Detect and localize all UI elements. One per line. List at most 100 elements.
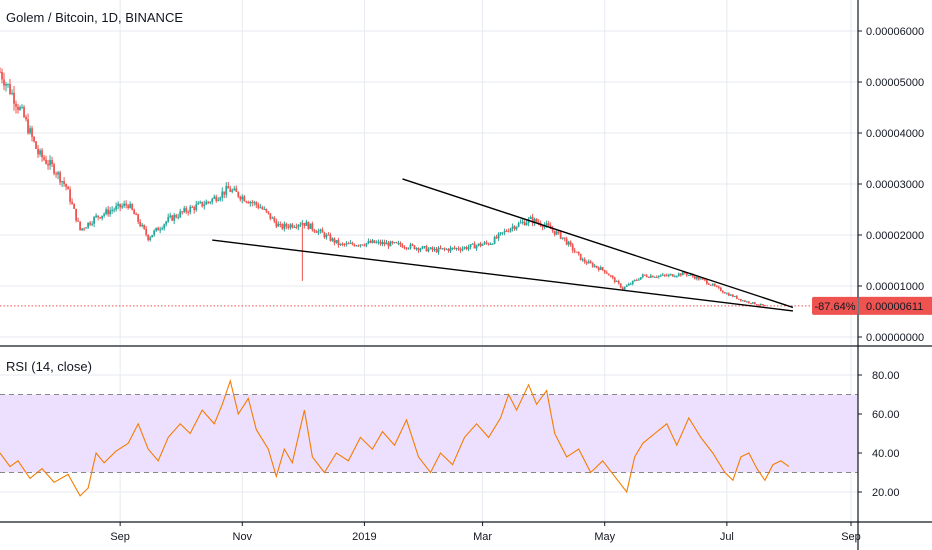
candle-body xyxy=(177,217,180,219)
candle-body xyxy=(481,244,484,246)
candle-body xyxy=(167,216,170,222)
candle-body xyxy=(507,231,510,233)
candle-body xyxy=(205,201,208,205)
candle-body xyxy=(383,242,386,245)
time-tick-label: Nov xyxy=(233,531,253,543)
candle-body xyxy=(339,243,342,245)
candle-body xyxy=(19,107,21,110)
candle-body xyxy=(393,242,396,244)
candle-body xyxy=(161,228,164,230)
candle-body xyxy=(165,221,168,225)
candle-body xyxy=(45,159,47,164)
candle-body xyxy=(41,150,43,158)
candle-body xyxy=(93,217,96,224)
candle-body xyxy=(345,243,348,245)
chart-title: Golem / Bitcoin, 1D, BINANCE xyxy=(6,10,183,25)
candle-body xyxy=(603,269,606,273)
candle-body xyxy=(233,188,236,191)
candle-body xyxy=(419,248,422,251)
candle-body xyxy=(417,247,420,251)
candle-body xyxy=(115,206,118,210)
candle-body xyxy=(477,243,480,246)
candle-body xyxy=(297,224,300,228)
candle-body xyxy=(503,230,506,233)
candle-body xyxy=(667,274,670,276)
candle-body xyxy=(365,243,368,246)
candle-body xyxy=(425,246,428,252)
candle-body xyxy=(183,208,186,212)
candle-body xyxy=(179,211,182,218)
candle-body xyxy=(529,217,532,219)
candle-body xyxy=(635,280,638,282)
candle-body xyxy=(485,242,488,244)
candle-body xyxy=(195,204,198,210)
candle-body xyxy=(657,275,660,277)
candle-body xyxy=(257,204,260,208)
trendline-lower xyxy=(212,239,794,312)
candle-body xyxy=(201,201,204,207)
candle-body xyxy=(87,222,90,228)
candle-body xyxy=(373,240,376,243)
candle-body xyxy=(403,247,406,249)
candle-body xyxy=(245,201,248,203)
candle-body xyxy=(687,274,690,276)
candle-body xyxy=(579,253,582,261)
time-tick-label: Mar xyxy=(473,531,492,543)
candle-body xyxy=(535,218,538,223)
candle-body xyxy=(313,229,316,232)
candle-body xyxy=(537,222,540,224)
candle-body xyxy=(509,228,512,232)
candle-body xyxy=(105,209,108,214)
candle-body xyxy=(327,234,330,236)
candle-body xyxy=(137,214,140,222)
candle-body xyxy=(547,223,550,226)
candle-body xyxy=(267,211,270,214)
candle-body xyxy=(473,243,476,249)
candle-body xyxy=(289,224,292,228)
candle-body xyxy=(351,242,354,245)
candle-body xyxy=(499,232,502,234)
candle-body xyxy=(617,281,620,284)
candle-body xyxy=(317,230,320,233)
candle-body xyxy=(661,274,664,276)
candle-body xyxy=(353,244,356,247)
candle-body xyxy=(189,206,192,213)
candle-body xyxy=(21,107,23,109)
candle-body xyxy=(577,251,580,254)
candle-body xyxy=(459,249,462,251)
candle-body xyxy=(693,276,696,279)
candle-body xyxy=(47,163,49,166)
rsi-line xyxy=(0,378,790,497)
candle-body xyxy=(651,275,654,278)
candle-body xyxy=(283,223,286,229)
candle-body xyxy=(721,291,724,293)
candle-body xyxy=(219,197,222,200)
candle-body xyxy=(139,221,142,227)
candle-body xyxy=(325,234,328,238)
candle-body xyxy=(633,280,636,282)
candle-body xyxy=(89,222,92,225)
candle-body xyxy=(133,209,136,215)
candle-body xyxy=(449,247,452,252)
candle-body xyxy=(369,241,372,243)
candle-body xyxy=(673,276,676,278)
candle-body xyxy=(743,300,746,302)
candle-body xyxy=(475,245,478,249)
rsi-series xyxy=(0,378,790,497)
candle-body xyxy=(681,271,684,276)
candle-body xyxy=(215,196,218,201)
candle-body xyxy=(691,274,694,277)
candle-body xyxy=(3,79,5,86)
candle-body xyxy=(759,304,762,306)
last-price-label: 0.00000611 xyxy=(866,301,923,313)
candle-body xyxy=(741,300,744,302)
last-price-change: -87.64% xyxy=(815,301,856,313)
candle-body xyxy=(357,245,360,247)
candle-body xyxy=(595,265,598,268)
candle-body xyxy=(729,294,732,296)
candle-body xyxy=(467,247,470,250)
candle-body xyxy=(671,274,674,277)
candle-body xyxy=(85,227,88,229)
candle-body xyxy=(647,276,650,278)
